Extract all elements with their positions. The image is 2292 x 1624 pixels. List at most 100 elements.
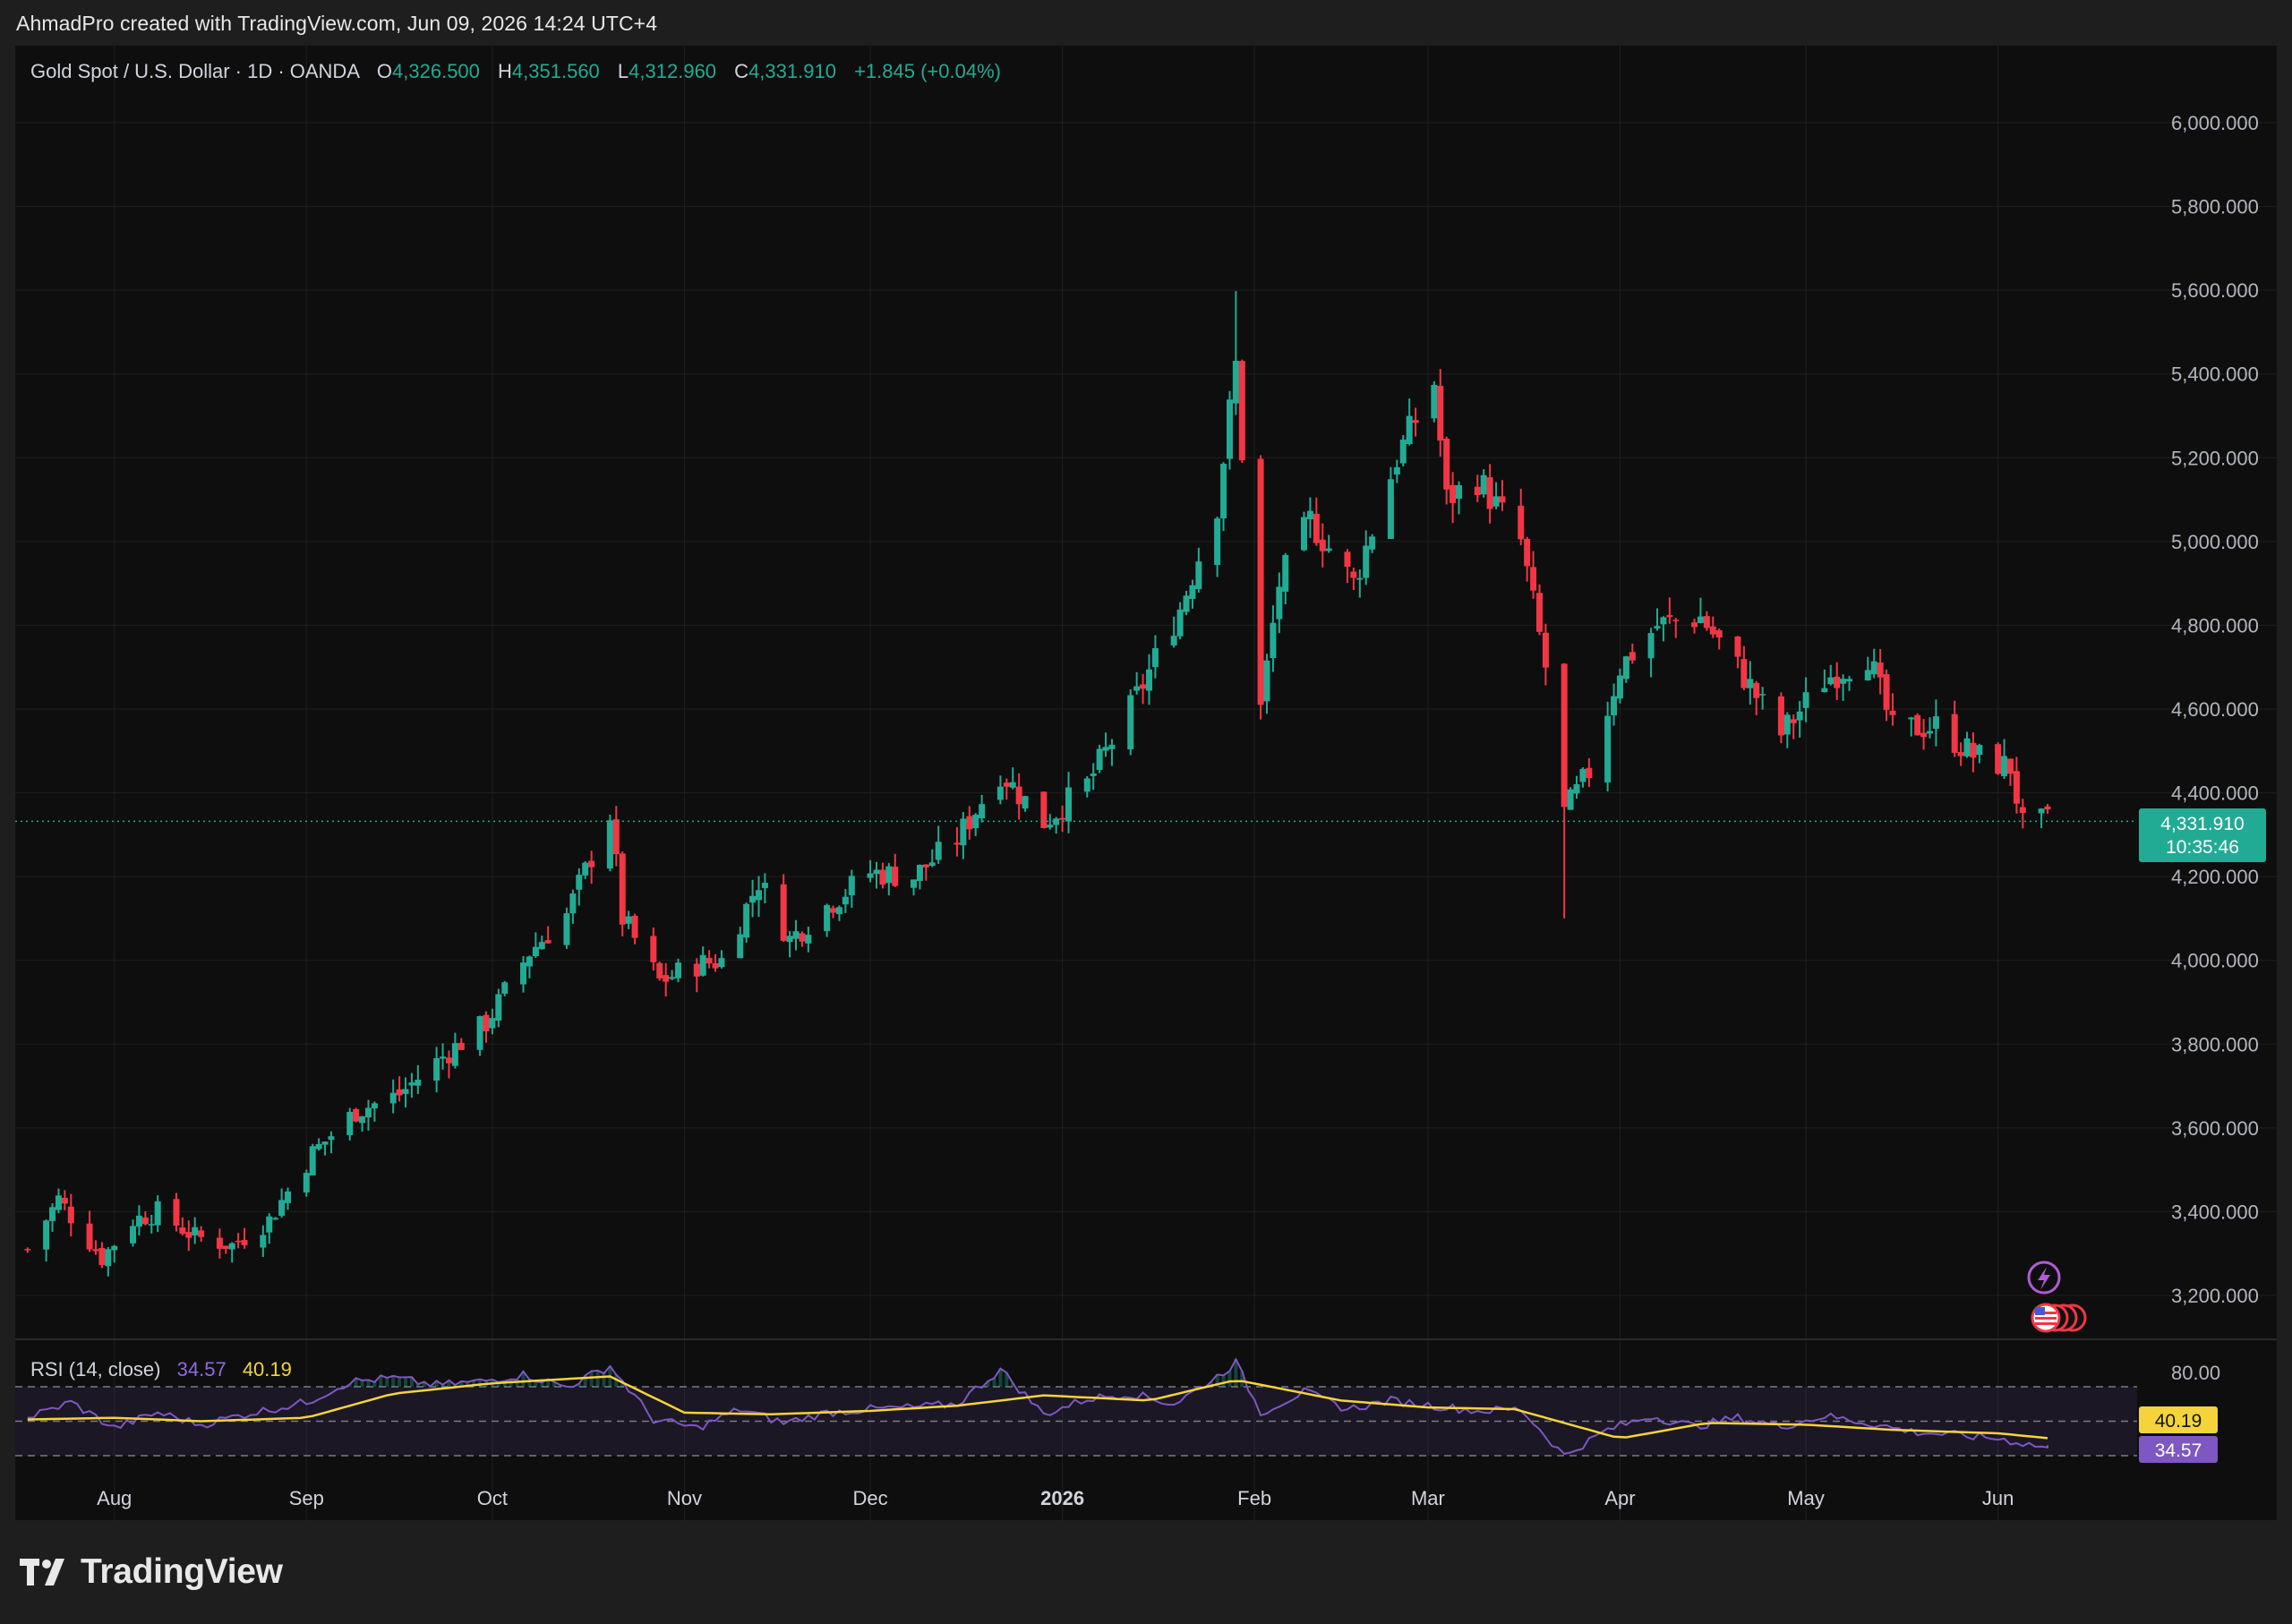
candle-body bbox=[935, 842, 942, 860]
candle-body bbox=[1096, 748, 1103, 771]
candle-body bbox=[285, 1191, 292, 1203]
candle-body bbox=[569, 893, 577, 914]
candle-body bbox=[712, 962, 719, 969]
candle-body bbox=[761, 883, 768, 888]
candle-body bbox=[1697, 616, 1704, 624]
price-tick-label: 3,200.000 bbox=[2171, 1285, 2259, 1307]
candle-body bbox=[619, 853, 626, 925]
svg-text:RSI (14, close) 34.57: RSI (14, close) 34.57 40.19 bbox=[30, 1358, 292, 1380]
candle-body bbox=[1660, 617, 1667, 625]
candle-body bbox=[1486, 477, 1493, 509]
candle-body bbox=[1647, 633, 1655, 659]
candle-body bbox=[192, 1227, 199, 1235]
rsi-value: 34.57 bbox=[177, 1358, 227, 1380]
candle-body bbox=[185, 1232, 192, 1238]
candle-body bbox=[1412, 420, 1419, 423]
candle-body bbox=[228, 1243, 235, 1250]
candle-body bbox=[1431, 384, 1438, 419]
candle-body bbox=[1783, 714, 1791, 735]
candle-body bbox=[786, 936, 793, 943]
candle-body bbox=[483, 1014, 490, 1032]
candle-body bbox=[835, 907, 842, 915]
candle-body bbox=[1908, 717, 1915, 720]
candle-body bbox=[67, 1206, 74, 1224]
rsi-tag-value: 34.57 bbox=[2155, 1440, 2202, 1461]
candle-body bbox=[1573, 783, 1580, 794]
price-tick-label: 4,200.000 bbox=[2171, 866, 2259, 888]
candlestick-series bbox=[24, 291, 2051, 1277]
candle-body bbox=[371, 1103, 378, 1109]
candle-body bbox=[92, 1249, 99, 1252]
candle-body bbox=[1238, 361, 1245, 461]
last-price-tag[interactable]: 4,331.910 10:35:46 bbox=[2139, 808, 2266, 862]
price-tick-label: 3,600.000 bbox=[2171, 1117, 2259, 1140]
candle-body bbox=[606, 820, 613, 869]
low-value: 4,312.960 bbox=[629, 60, 716, 82]
candle-body bbox=[532, 946, 539, 956]
candle-body bbox=[2013, 771, 2020, 804]
candle-body bbox=[693, 963, 700, 977]
candle-body bbox=[1437, 385, 1444, 441]
candle-body bbox=[1970, 742, 1977, 758]
candle-body bbox=[135, 1215, 142, 1227]
candle-body bbox=[489, 1018, 496, 1029]
price-tick-label: 5,400.000 bbox=[2171, 363, 2259, 386]
candle-body bbox=[1951, 714, 1958, 753]
candle-body bbox=[1691, 622, 1698, 628]
candle-body bbox=[98, 1247, 106, 1266]
rsi-value-tag: 34.57 bbox=[2139, 1436, 2218, 1463]
candle-body bbox=[321, 1141, 329, 1145]
candle-body bbox=[1226, 399, 1233, 459]
candle-body bbox=[1189, 585, 1196, 600]
candle-body bbox=[148, 1224, 155, 1226]
candle-body bbox=[1456, 484, 1463, 500]
tradingview-logo[interactable]: TradingView bbox=[20, 1552, 283, 1591]
candle-body bbox=[49, 1207, 56, 1221]
chart-panel[interactable]: 3,200.000 3,400.000 3,600.000 3,800.000 4,00… bbox=[15, 46, 2277, 1520]
candle-body bbox=[1877, 662, 1884, 678]
candle-body bbox=[1790, 719, 1797, 723]
svg-text:Gold Spot / U.S. Dollar · 1D ·: Gold Spot / U.S. Dollar · 1D · OANDA O4,… bbox=[30, 60, 1001, 82]
lightning-event-icon[interactable] bbox=[2027, 1261, 2061, 1295]
candle-body bbox=[1840, 679, 1847, 684]
candle-body bbox=[1306, 510, 1313, 520]
candle-body bbox=[830, 908, 837, 913]
candle-body bbox=[1257, 458, 1264, 705]
us-flag-events-icon[interactable] bbox=[2031, 1303, 2087, 1333]
candle-body bbox=[2001, 756, 2008, 776]
candle-body bbox=[1864, 670, 1871, 681]
candle-body bbox=[1542, 632, 1549, 668]
candle-body bbox=[928, 862, 936, 867]
candle-body bbox=[408, 1082, 415, 1086]
candle-body bbox=[743, 903, 750, 938]
price-tick-label: 5,200.000 bbox=[2171, 447, 2259, 469]
grid-lines bbox=[15, 46, 2277, 1520]
candle-body bbox=[1889, 710, 1896, 715]
candle-body bbox=[111, 1245, 118, 1251]
candle-body bbox=[1709, 626, 1716, 635]
candle-body bbox=[1350, 571, 1357, 578]
chart-canvas[interactable]: 3,200.000 3,400.000 3,600.000 3,800.000 4,00… bbox=[15, 46, 2277, 1520]
time-tick-label: Mar bbox=[1411, 1487, 1445, 1509]
candle-body bbox=[1796, 711, 1803, 721]
candle-body bbox=[749, 895, 757, 903]
candle-body bbox=[1133, 686, 1141, 691]
candle-body bbox=[272, 1218, 279, 1220]
price-axis: 3,200.000 3,400.000 3,600.000 3,800.000 4,00… bbox=[2171, 112, 2259, 1307]
candle-body bbox=[445, 1057, 452, 1064]
candle-body bbox=[848, 876, 855, 896]
candle-body bbox=[346, 1111, 354, 1136]
candle-body bbox=[1777, 696, 1784, 736]
candle-body bbox=[1995, 744, 2002, 774]
time-tick-label: May bbox=[1787, 1487, 1825, 1509]
candle-body bbox=[1176, 609, 1184, 637]
time-tick-label: Nov bbox=[667, 1487, 702, 1509]
candle-body bbox=[61, 1197, 68, 1204]
candle-body bbox=[1672, 620, 1680, 621]
candle-body bbox=[1666, 615, 1673, 618]
candle-body bbox=[1536, 593, 1543, 632]
candle-body bbox=[699, 954, 706, 976]
candle-body bbox=[1740, 659, 1748, 688]
time-tick-label: Feb bbox=[1237, 1487, 1271, 1509]
tradingview-logo-icon bbox=[20, 1559, 64, 1586]
